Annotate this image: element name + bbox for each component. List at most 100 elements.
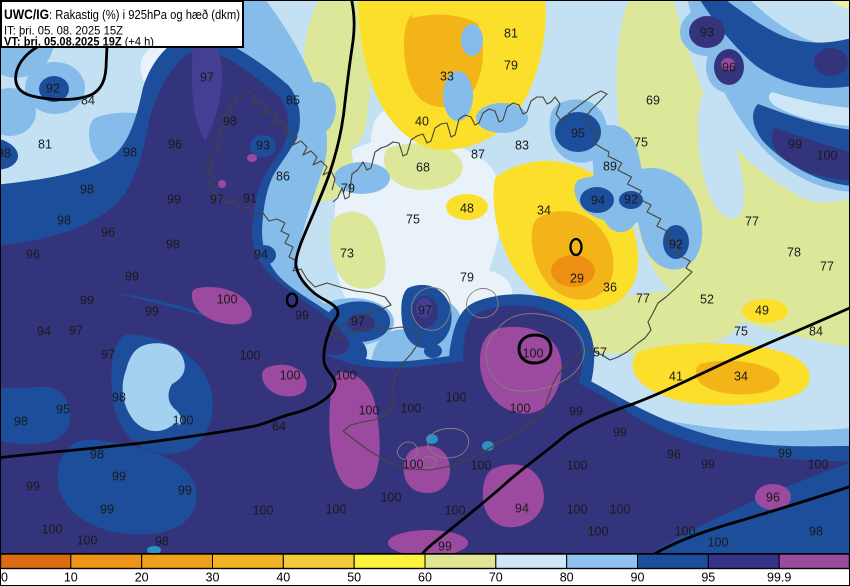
svg-text:78: 78	[787, 246, 801, 260]
svg-text:99: 99	[778, 447, 792, 461]
svg-text:69: 69	[646, 94, 660, 108]
svg-text:77: 77	[820, 260, 834, 274]
svg-text:95: 95	[571, 127, 585, 141]
svg-text:99: 99	[613, 426, 627, 440]
svg-text:97: 97	[351, 315, 365, 329]
svg-text:100: 100	[77, 534, 98, 548]
svg-text:100: 100	[446, 391, 467, 405]
svg-text:VT: þri. 05.08.2025 19Z (+4 h): VT: þri. 05.08.2025 19Z (+4 h)	[4, 35, 154, 49]
svg-text:100: 100	[173, 414, 194, 428]
svg-text:100: 100	[326, 503, 347, 517]
svg-text:64: 64	[272, 420, 286, 434]
svg-text:80: 80	[560, 571, 574, 585]
svg-text:99.9: 99.9	[767, 571, 791, 585]
svg-text:100: 100	[359, 404, 380, 418]
svg-text:100: 100	[588, 525, 609, 539]
svg-text:99: 99	[701, 458, 715, 472]
svg-text:99: 99	[178, 484, 192, 498]
svg-text:57: 57	[593, 346, 607, 360]
svg-text:79: 79	[460, 271, 474, 285]
svg-text:96: 96	[26, 248, 40, 262]
svg-text:93: 93	[700, 26, 714, 40]
svg-text:85: 85	[286, 94, 300, 108]
svg-text:77: 77	[636, 292, 650, 306]
svg-text:94: 94	[254, 248, 268, 262]
svg-text:100: 100	[510, 402, 531, 416]
svg-text:75: 75	[734, 325, 748, 339]
svg-text:98: 98	[57, 214, 71, 228]
svg-text:75: 75	[406, 213, 420, 227]
svg-text:40: 40	[415, 115, 429, 129]
svg-text:99: 99	[112, 470, 126, 484]
svg-text:94: 94	[37, 325, 51, 339]
svg-text:100: 100	[381, 491, 402, 505]
svg-text:99: 99	[569, 405, 583, 419]
svg-text:98: 98	[90, 448, 104, 462]
svg-text:100: 100	[471, 459, 492, 473]
svg-text:100: 100	[675, 525, 696, 539]
svg-text:33: 33	[440, 70, 454, 84]
svg-text:92: 92	[624, 193, 638, 207]
svg-text:99: 99	[125, 270, 139, 284]
svg-text:100: 100	[567, 459, 588, 473]
svg-text:96: 96	[722, 61, 736, 75]
svg-text:50: 50	[347, 571, 361, 585]
svg-text:100: 100	[445, 504, 466, 518]
svg-text:90: 90	[631, 571, 645, 585]
svg-text:100: 100	[708, 536, 729, 550]
svg-text:100: 100	[240, 349, 261, 363]
svg-text:34: 34	[537, 204, 551, 218]
svg-text:81: 81	[38, 138, 52, 152]
svg-text:100: 100	[217, 293, 238, 307]
svg-text:73: 73	[340, 247, 354, 261]
svg-text:98: 98	[123, 146, 137, 160]
svg-text:97: 97	[101, 348, 115, 362]
svg-text:70: 70	[489, 571, 503, 585]
svg-text:91: 91	[243, 192, 257, 206]
svg-text:20: 20	[135, 571, 149, 585]
svg-text:29: 29	[570, 272, 584, 286]
svg-text:96: 96	[101, 226, 115, 240]
svg-text:79: 79	[504, 59, 518, 73]
svg-text:99: 99	[145, 305, 159, 319]
svg-text:100: 100	[280, 369, 301, 383]
svg-text:10: 10	[64, 571, 78, 585]
svg-text:94: 94	[591, 194, 605, 208]
svg-text:75: 75	[634, 136, 648, 150]
svg-text:99: 99	[167, 193, 181, 207]
svg-text:86: 86	[276, 170, 290, 184]
svg-text:100: 100	[401, 402, 422, 416]
svg-text:40: 40	[276, 571, 290, 585]
svg-text:100: 100	[42, 523, 63, 537]
svg-text:100: 100	[817, 149, 838, 163]
svg-text:98: 98	[166, 238, 180, 252]
svg-text:83: 83	[515, 139, 529, 153]
svg-text:100: 100	[808, 458, 829, 472]
svg-text:97: 97	[69, 324, 83, 338]
svg-text:IT: þri. 05. 08. 2025 15Z: IT: þri. 05. 08. 2025 15Z	[4, 24, 123, 38]
svg-text:52: 52	[700, 293, 714, 307]
svg-text:98: 98	[155, 535, 169, 549]
svg-text:48: 48	[460, 202, 474, 216]
svg-text:94: 94	[515, 502, 529, 516]
svg-text:99: 99	[438, 540, 452, 554]
svg-text:95: 95	[56, 403, 70, 417]
svg-text:100: 100	[523, 347, 544, 361]
svg-text:99: 99	[80, 294, 94, 308]
svg-text:99: 99	[788, 138, 802, 152]
svg-text:99: 99	[295, 309, 309, 323]
svg-text:49: 49	[755, 304, 769, 318]
svg-text:100: 100	[336, 369, 357, 383]
svg-text:30: 30	[206, 571, 220, 585]
svg-text:96: 96	[766, 491, 780, 505]
svg-text:UWC/IG: Rakastig (%) i 925hPa: UWC/IG: Rakastig (%) i 925hPa og hæð (dk…	[4, 6, 240, 22]
svg-text:97: 97	[418, 304, 432, 318]
svg-text:98: 98	[112, 391, 126, 405]
svg-text:89: 89	[603, 160, 617, 174]
svg-text:100: 100	[610, 503, 631, 517]
svg-text:68: 68	[416, 161, 430, 175]
svg-text:93: 93	[256, 139, 270, 153]
svg-text:92: 92	[46, 82, 60, 96]
svg-text:84: 84	[81, 94, 95, 108]
svg-text:87: 87	[471, 148, 485, 162]
